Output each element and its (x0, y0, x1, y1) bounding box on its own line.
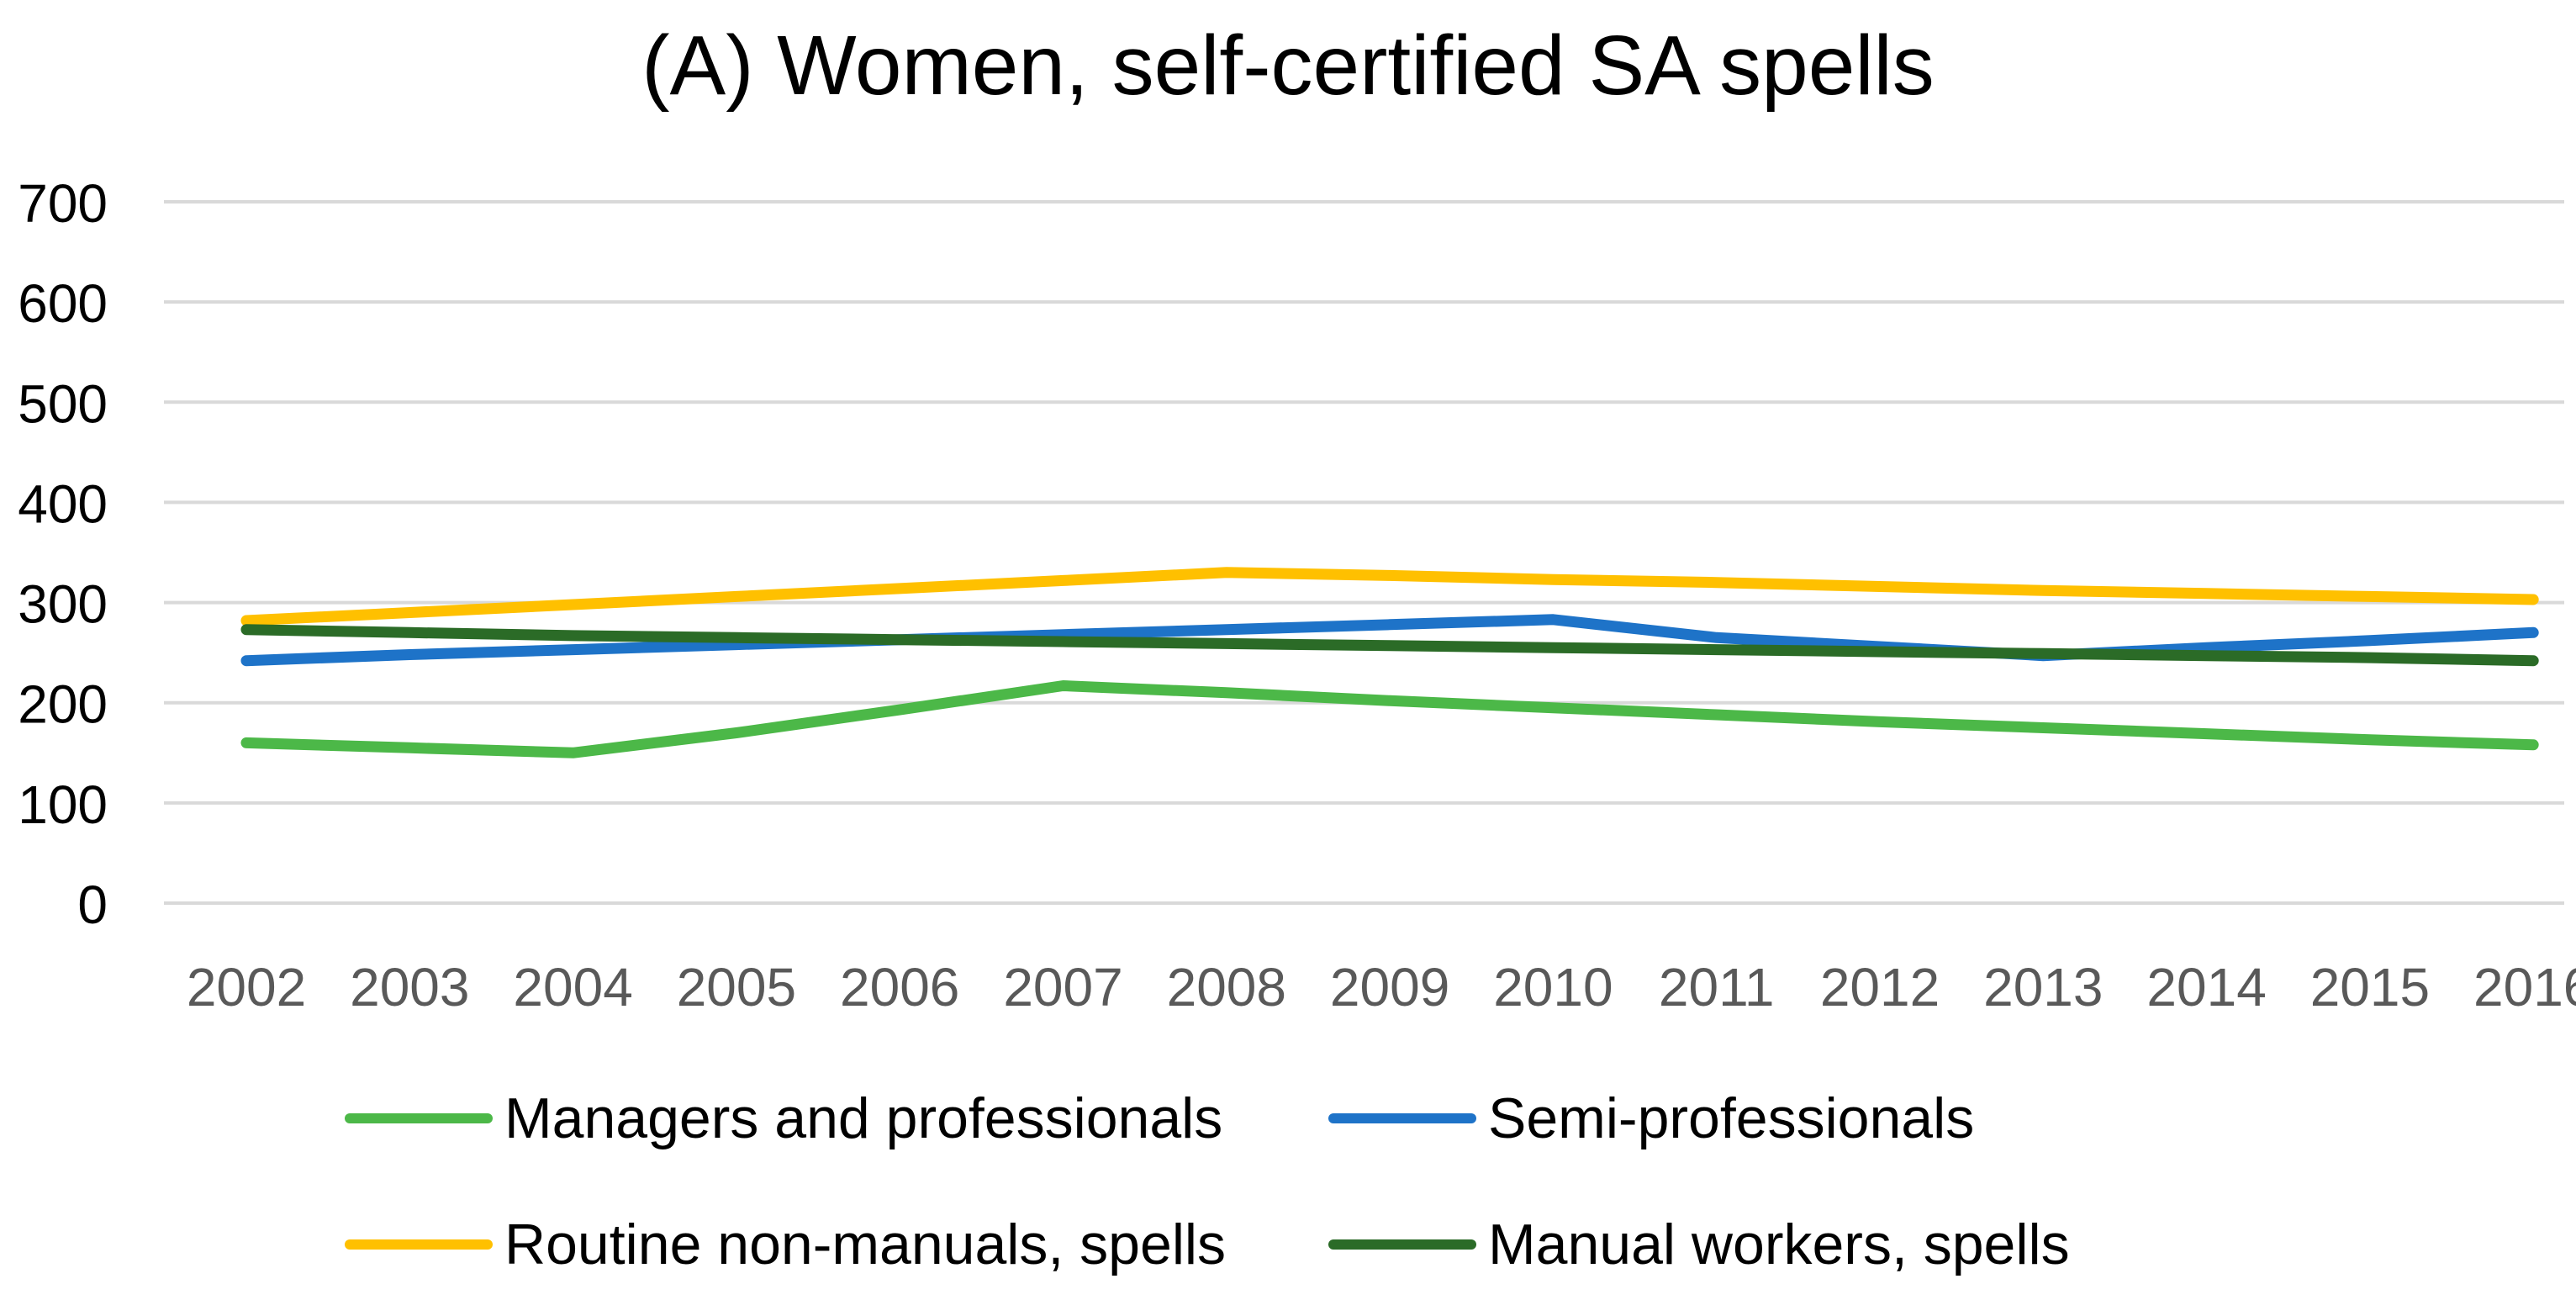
x-tick-label: 2006 (840, 957, 959, 1017)
legend-label: Routine non-manuals, spells (504, 1213, 1227, 1276)
y-tick-label: 600 (18, 273, 108, 334)
x-tick-label: 2005 (677, 957, 796, 1017)
legend-item: Semi-professionals (1328, 1076, 1974, 1160)
x-axis-tick-labels: 2002 2003 2004 2005 2006 2007 2008 2009 2010 2011… (187, 957, 2576, 1017)
x-tick-label: 2015 (2310, 957, 2430, 1017)
legend-swatch (1328, 1239, 1476, 1250)
series-line-1 (240, 680, 2539, 758)
x-tick-label: 2016 (2473, 957, 2576, 1017)
legend-label: Manual workers, spells (1488, 1213, 2070, 1276)
series-line-3 (240, 567, 2539, 626)
legend-swatch (345, 1239, 493, 1250)
x-tick-label: 2002 (187, 957, 306, 1017)
x-tick-label: 2007 (1003, 957, 1122, 1017)
y-tick-label: 400 (18, 473, 108, 534)
legend-swatch (345, 1113, 493, 1123)
x-tick-label: 2010 (1493, 957, 1613, 1017)
series-lines (240, 567, 2539, 758)
legend-item: Managers and professionals (345, 1076, 1222, 1160)
x-tick-label: 2011 (1659, 957, 1775, 1017)
legend-label: Semi-professionals (1488, 1086, 1975, 1150)
legend-item: Routine non-manuals, spells (345, 1202, 1226, 1287)
x-tick-label: 2004 (513, 957, 632, 1017)
gridlines (164, 200, 2564, 905)
x-tick-label: 2014 (2146, 957, 2266, 1017)
x-tick-label: 2013 (1983, 957, 2103, 1017)
y-tick-label: 700 (18, 173, 108, 234)
x-tick-label: 2009 (1330, 957, 1449, 1017)
y-tick-label: 500 (18, 373, 108, 434)
series-line-4 (240, 624, 2539, 667)
y-tick-label: 200 (18, 674, 108, 735)
x-tick-label: 2003 (350, 957, 469, 1017)
legend-swatch (1328, 1113, 1476, 1123)
y-tick-label: 0 (77, 875, 108, 935)
y-tick-label: 300 (18, 574, 108, 635)
legend-item: Manual workers, spells (1328, 1202, 2070, 1287)
x-tick-label: 2012 (1820, 957, 1940, 1017)
y-tick-label: 100 (18, 774, 108, 835)
x-tick-label: 2008 (1167, 957, 1286, 1017)
y-axis-tick-labels: 0 100 200 300 400 500 600 700 (18, 173, 108, 935)
chart-title: (A) Women, self-certified SA spells (641, 18, 1935, 113)
legend-label: Managers and professionals (504, 1086, 1223, 1150)
